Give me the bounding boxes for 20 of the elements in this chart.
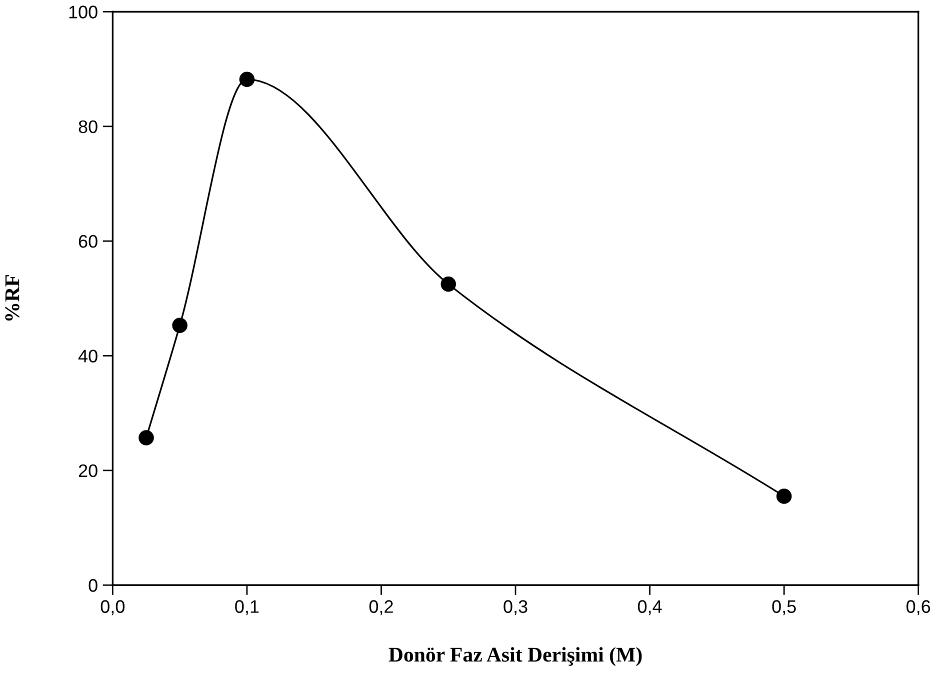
point xyxy=(172,318,188,334)
x-tick-label: 0,5 xyxy=(772,600,796,616)
point xyxy=(776,488,792,504)
point xyxy=(440,276,456,292)
point xyxy=(138,430,154,446)
x-tick-label: 0,4 xyxy=(638,600,662,616)
y-tick-label: 100 xyxy=(69,6,98,18)
x-tick-label: 0,6 xyxy=(906,600,930,616)
x-axis-title: Donör Faz Asit Derişimi (M) xyxy=(388,647,642,666)
y-tick-label: 20 xyxy=(78,464,98,478)
y-tick-label: 40 xyxy=(78,350,98,362)
y-tick-label: 80 xyxy=(78,120,98,134)
x-tick-label: 0,3 xyxy=(504,600,528,616)
y-tick-label: 60 xyxy=(78,235,98,248)
x-tick-label: 0,1 xyxy=(235,600,259,616)
point xyxy=(239,72,255,88)
y-axis-title: %RF xyxy=(5,275,20,321)
x-tick-label: 0,0 xyxy=(100,600,125,616)
x-tick-label: 0,2 xyxy=(369,600,393,616)
y-tick-label: 0 xyxy=(88,579,98,592)
